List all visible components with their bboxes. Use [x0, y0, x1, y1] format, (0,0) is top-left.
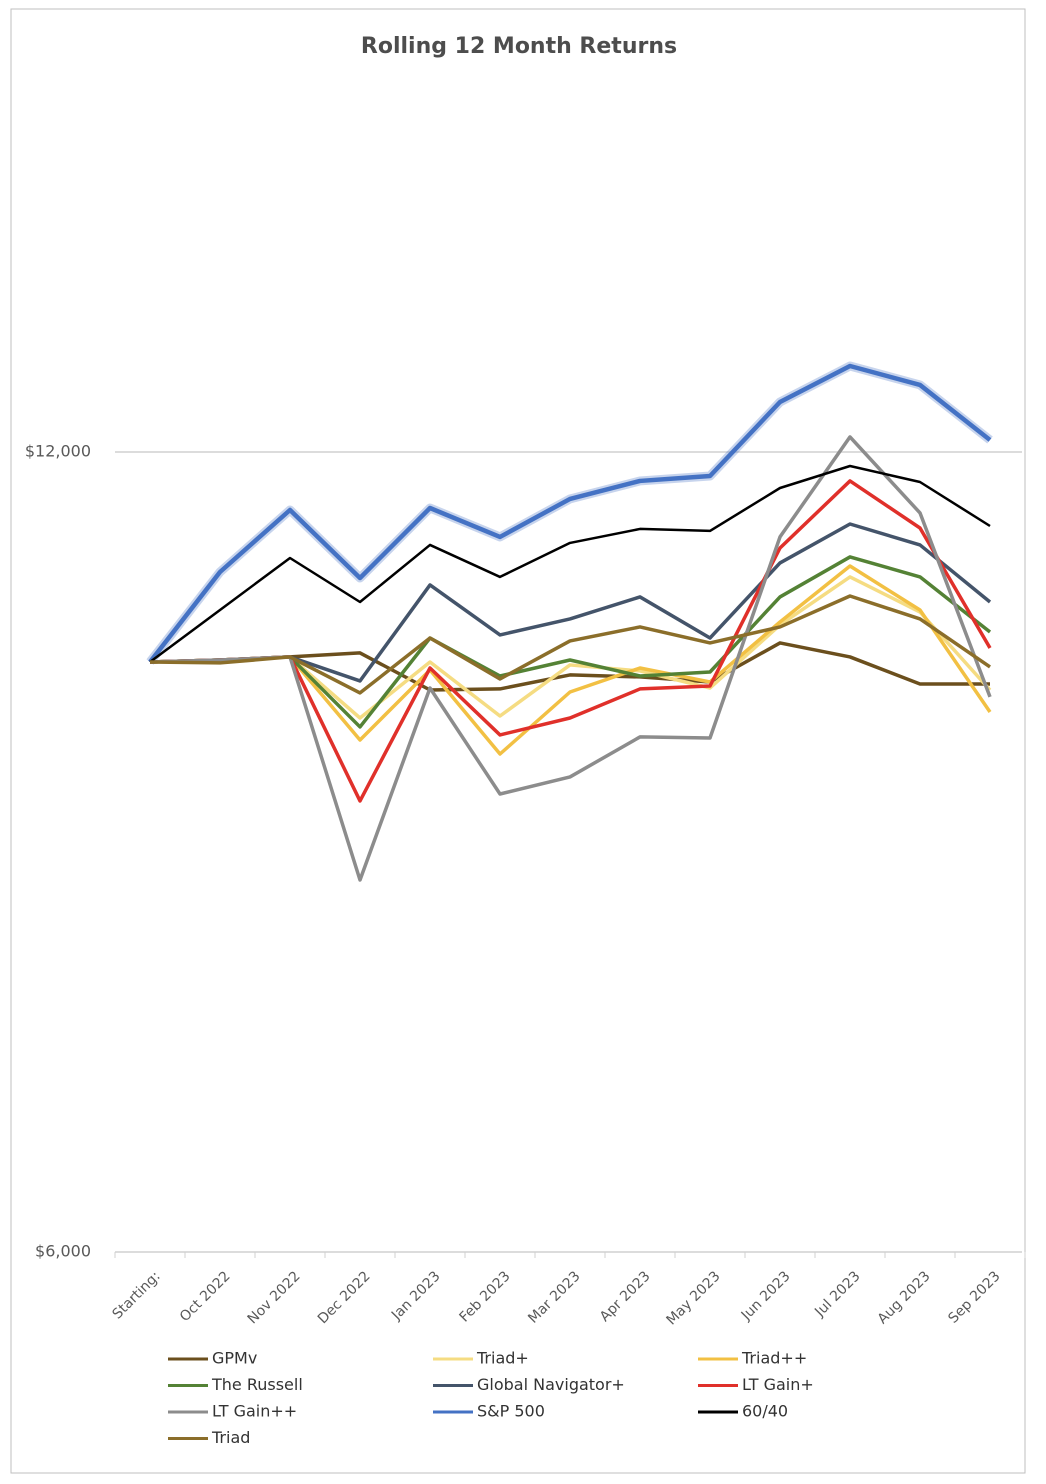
legend-label: 60/40: [742, 1402, 788, 1421]
y-tick-label: $6,000: [35, 1242, 91, 1261]
legend-label: Triad+: [476, 1349, 529, 1368]
legend-label: LT Gain+: [742, 1375, 814, 1394]
legend-label: GPMv: [212, 1349, 257, 1368]
legend-label: LT Gain++: [212, 1402, 297, 1421]
chart-frame: [10, 8, 1026, 1474]
legend-label: Triad: [211, 1428, 250, 1447]
legend-label: Triad++: [741, 1349, 807, 1368]
chart-title: Rolling 12 Month Returns: [361, 34, 677, 59]
y-tick-label: $12,000: [25, 442, 91, 461]
series-line: [149, 464, 991, 664]
series-line: [148, 363, 992, 664]
legend-label: The Russell: [211, 1375, 303, 1394]
legend-label: S&P 500: [477, 1402, 545, 1421]
legend-label: Global Navigator+: [477, 1375, 625, 1394]
series-line: [149, 594, 991, 695]
